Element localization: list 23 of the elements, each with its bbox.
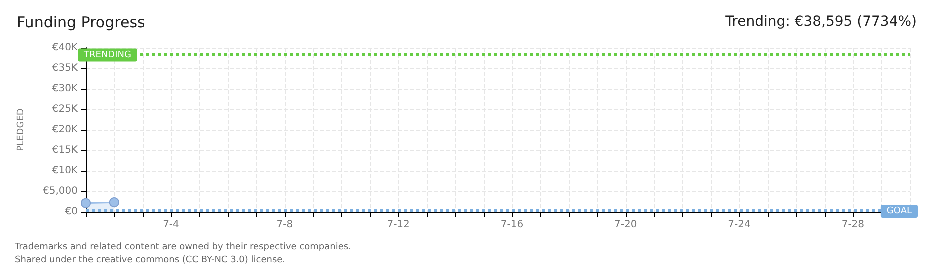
x-tick-label: 7-16 (500, 220, 524, 230)
x-tick-label: 7-8 (276, 220, 294, 230)
x-tick-label: 7-24 (728, 220, 751, 230)
y-tick-label: €20K (52, 124, 78, 136)
y-tick-label: €25K (52, 104, 78, 115)
y-tick-label: €15K (52, 145, 78, 156)
chart-title: Funding Progress (17, 14, 146, 32)
y-tick-label: €30K (52, 84, 78, 94)
text: Trademarks and related content are owned by their respective companies. (14, 242, 352, 252)
x-tick-label: 7-28 (842, 220, 865, 230)
y-axis-title: PLEDGED (16, 108, 26, 152)
y-tick-label: €35K (52, 63, 78, 74)
x-tick-label: 7-4 (163, 220, 180, 230)
x-tick-label: 7-12 (387, 220, 410, 230)
ref-line-label: GOAL (886, 206, 912, 216)
y-tick-label: €40K (52, 42, 78, 54)
chart-subtitle: Trending: €38,595 (7734%) (724, 14, 918, 30)
y-tick-label: €0 (65, 206, 78, 218)
text: Shared under the creative commons (CC BY-NC 3.0) license. (15, 256, 286, 266)
x-tick-label: 7-20 (614, 220, 638, 230)
y-tick-label: €5,000 (43, 186, 78, 197)
y-tick-label: €10K (52, 166, 78, 176)
ref-line-label: TRENDING (83, 50, 132, 60)
